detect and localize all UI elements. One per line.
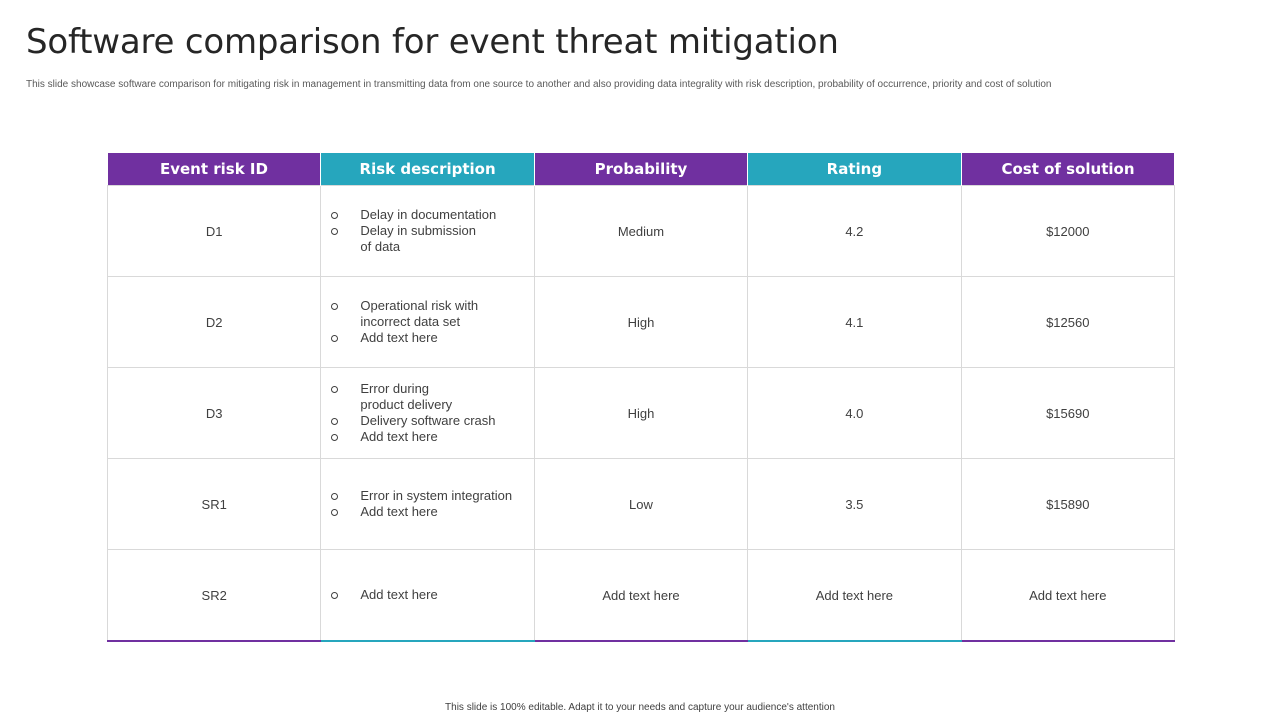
risk-description-list: Error in system integration Add text her…	[331, 488, 533, 520]
hollow-bullet-icon	[331, 228, 339, 235]
page-subtitle: This slide showcase software comparison …	[26, 79, 1052, 90]
hollow-bullet-icon	[331, 212, 339, 219]
table-row: D3 Error during product delivery Deliver…	[106, 367, 1175, 459]
cell-rating: 4.2	[747, 185, 962, 277]
hollow-bullet-icon	[331, 335, 339, 342]
list-item-text: Error in system integration	[360, 488, 513, 503]
list-item: Delivery software crash	[331, 413, 533, 429]
cell-probability: Add text here	[533, 549, 749, 642]
list-item-text: Delay in documentation	[360, 207, 497, 222]
cell-cost: $15890	[960, 458, 1175, 550]
hollow-bullet-icon	[331, 418, 339, 425]
header-probability: Probability	[533, 153, 748, 186]
list-item-text: Add text here	[360, 504, 438, 519]
cell-event-risk-id: SR2	[106, 549, 322, 642]
cell-event-risk-id: D2	[106, 276, 322, 368]
header-event-risk-id: Event risk ID	[107, 153, 321, 186]
cell-risk-description: Delay in documentation Delay in submissi…	[320, 185, 535, 277]
hollow-bullet-icon	[331, 493, 339, 500]
header-risk-description: Risk description	[320, 153, 535, 186]
cell-risk-description: Operational risk with incorrect data set…	[320, 276, 535, 368]
list-item: Error during product delivery	[331, 381, 460, 413]
list-item-text: Add text here	[360, 330, 438, 345]
cell-event-risk-id: D3	[106, 367, 322, 459]
list-item-text: Delivery software crash	[360, 413, 496, 428]
cell-cost: Add text here	[960, 549, 1175, 642]
cell-probability: High	[533, 367, 749, 459]
list-item: Add text here	[331, 429, 533, 445]
risk-description-list: Error during product delivery Delivery s…	[331, 381, 533, 445]
cell-event-risk-id: SR1	[106, 458, 322, 550]
list-item: Error in system integration	[331, 488, 533, 504]
comparison-table: Event risk ID Risk description Probabili…	[106, 153, 1175, 642]
cell-rating: 4.1	[747, 276, 962, 368]
cell-rating: Add text here	[747, 549, 962, 642]
list-item: Delay in documentation	[331, 207, 533, 223]
table-header-row: Event risk ID Risk description Probabili…	[107, 153, 1175, 186]
risk-description-list: Delay in documentation Delay in submissi…	[331, 207, 533, 255]
cell-risk-description: Add text here	[320, 549, 535, 642]
cell-rating: 3.5	[747, 458, 962, 550]
cell-probability: Medium	[533, 185, 749, 277]
list-item: Add text here	[331, 504, 533, 520]
table-row: D2 Operational risk with incorrect data …	[106, 276, 1175, 368]
cell-cost: $12000	[960, 185, 1175, 277]
list-item: Operational risk with incorrect data set	[331, 298, 480, 330]
header-rating: Rating	[747, 153, 962, 186]
hollow-bullet-icon	[331, 434, 339, 441]
list-item-text: Add text here	[360, 587, 438, 602]
risk-description-list: Operational risk with incorrect data set…	[331, 298, 533, 346]
cell-probability: High	[533, 276, 749, 368]
header-cost-of-solution: Cost of solution	[960, 153, 1175, 186]
table-row: SR2 Add text here Add text here Add text…	[106, 549, 1175, 642]
cell-risk-description: Error during product delivery Delivery s…	[320, 367, 535, 459]
cell-probability: Low	[533, 458, 749, 550]
list-item-text: Error during product delivery	[360, 381, 453, 412]
list-item-text: Add text here	[360, 429, 438, 444]
cell-cost: $15690	[960, 367, 1175, 459]
footer-note: This slide is 100% editable. Adapt it to…	[445, 702, 835, 713]
list-item: Delay in submission of data	[331, 223, 480, 255]
hollow-bullet-icon	[331, 509, 339, 516]
list-item-text: Operational risk with incorrect data set	[360, 298, 479, 329]
list-item: Add text here	[331, 330, 533, 346]
list-item: Add text here	[331, 587, 533, 603]
list-item-text: Delay in submission of data	[360, 223, 476, 254]
hollow-bullet-icon	[331, 386, 339, 393]
hollow-bullet-icon	[331, 303, 339, 310]
table-row: D1 Delay in documentation Delay in submi…	[106, 185, 1175, 277]
cell-rating: 4.0	[747, 367, 962, 459]
cell-cost: $12560	[960, 276, 1175, 368]
hollow-bullet-icon	[331, 592, 339, 599]
page-title: Software comparison for event threat mit…	[26, 22, 839, 62]
risk-description-list: Add text here	[331, 587, 533, 603]
cell-event-risk-id: D1	[106, 185, 322, 277]
table-row: SR1 Error in system integration Add text…	[106, 458, 1175, 550]
cell-risk-description: Error in system integration Add text her…	[320, 458, 535, 550]
